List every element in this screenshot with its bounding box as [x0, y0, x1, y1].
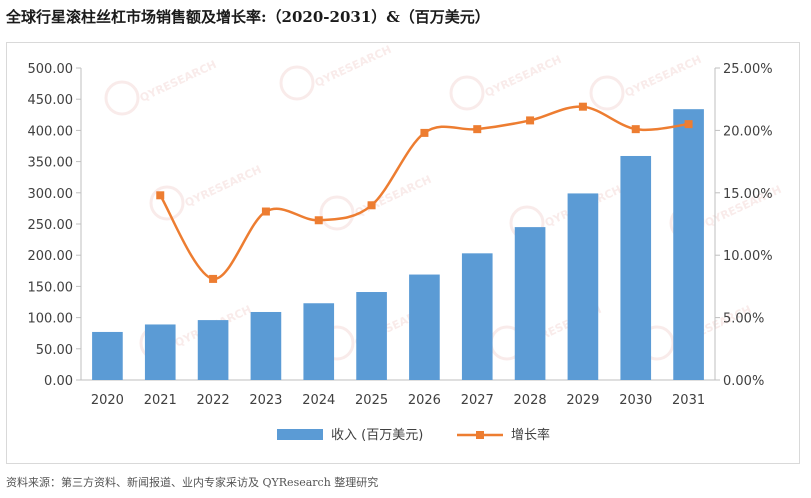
- x-tick-label: 2024: [302, 393, 335, 408]
- x-tick-label: 2031: [672, 393, 705, 408]
- y-right-tick-label: 20.00%: [723, 124, 773, 139]
- y-right-tick-label: 0.00%: [723, 374, 764, 389]
- y-right-tick-label: 15.00%: [723, 187, 773, 202]
- revenue-bar: [514, 227, 546, 380]
- x-tick-label: 2029: [566, 393, 599, 408]
- watermark-logo: [589, 75, 625, 111]
- watermark-text: QYRESEARCH: [483, 53, 564, 100]
- growth-rate-marker: [631, 125, 640, 134]
- revenue-bar: [92, 331, 123, 380]
- y-left-tick-label: 0.00: [44, 374, 73, 389]
- chart-svg: QYRESEARCH QYRESEARCH QYRESEARCH QYRESEARCH…: [28, 43, 784, 443]
- legend-swatch-growth-marker: [476, 431, 484, 439]
- y-right-tick-label: 5.00%: [723, 312, 764, 327]
- x-tick-label: 2028: [514, 393, 547, 408]
- growth-rate-marker: [473, 125, 482, 134]
- y-left-tick-label: 400.00: [28, 124, 74, 139]
- y-right-tick-label: 25.00%: [723, 62, 773, 77]
- watermark-text: QYRESEARCH: [138, 58, 219, 105]
- revenue-bar: [356, 292, 387, 380]
- chart-area: QYRESEARCH QYRESEARCH QYRESEARCH QYRESEARCH…: [6, 42, 800, 464]
- growth-rate-marker: [156, 191, 165, 200]
- chart-title: 全球行星滚柱丝杠市场销售额及增长率:（2020-2031）&（百万美元）: [6, 8, 490, 26]
- watermark-logo: [319, 195, 355, 231]
- revenue-bar: [461, 253, 493, 380]
- x-tick-label: 2023: [249, 393, 282, 408]
- legend-swatch-revenue: [277, 429, 323, 440]
- x-tick-label: 2026: [408, 393, 441, 408]
- source-note: 资料来源：第三方资料、新闻报道、业内专家采访及 QYResearch 整理研究: [6, 476, 379, 489]
- growth-rate-marker: [578, 102, 587, 111]
- revenue-bar: [197, 320, 229, 380]
- growth-rate-marker: [420, 128, 429, 137]
- growth-rate-line: [159, 105, 689, 281]
- growth-rate-marker: [526, 116, 535, 125]
- revenue-bar: [620, 155, 652, 380]
- legend-label-growth: 增长率: [511, 427, 550, 443]
- growth-rate-marker: [684, 120, 693, 129]
- x-tick-label: 2027: [461, 393, 494, 408]
- x-tick-label: 2022: [197, 393, 230, 408]
- watermark-text: QYRESEARCH: [313, 43, 394, 90]
- watermark-logo: [279, 65, 315, 101]
- y-left-tick-label: 350.00: [28, 156, 74, 171]
- y-right-tick-label: 10.00%: [723, 249, 773, 264]
- growth-rate-marker: [209, 274, 218, 283]
- revenue-bar: [303, 303, 335, 380]
- watermark-text: QYRESEARCH: [623, 53, 704, 100]
- revenue-bar: [250, 311, 282, 380]
- growth-rate-marker: [314, 216, 323, 225]
- y-left-tick-label: 500.00: [28, 62, 74, 77]
- legend-label-revenue: 收入 (百万美元): [331, 428, 423, 443]
- y-left-tick-label: 50.00: [36, 343, 73, 358]
- growth-rate-marker: [261, 207, 270, 216]
- revenue-bar: [673, 109, 704, 381]
- watermark-logo: [149, 185, 185, 221]
- x-tick-label: 2025: [355, 393, 388, 408]
- revenue-bar: [409, 274, 440, 380]
- y-left-tick-label: 100.00: [28, 312, 74, 327]
- y-left-tick-label: 200.00: [28, 249, 74, 264]
- x-tick-label: 2020: [91, 393, 124, 408]
- y-left-tick-label: 300.00: [28, 187, 74, 202]
- watermark-logo: [104, 80, 140, 116]
- y-left-tick-label: 250.00: [28, 218, 74, 233]
- revenue-bar: [144, 324, 176, 380]
- watermark-logo: [449, 75, 485, 111]
- x-tick-label: 2030: [619, 393, 652, 408]
- watermark-text: QYRESEARCH: [353, 173, 434, 220]
- y-left-tick-label: 150.00: [28, 280, 74, 295]
- growth-rate-marker: [367, 201, 376, 210]
- watermark-text: QYRESEARCH: [183, 163, 264, 210]
- y-left-tick-label: 450.00: [28, 93, 74, 108]
- revenue-bar: [567, 193, 599, 380]
- x-tick-label: 2021: [144, 393, 177, 408]
